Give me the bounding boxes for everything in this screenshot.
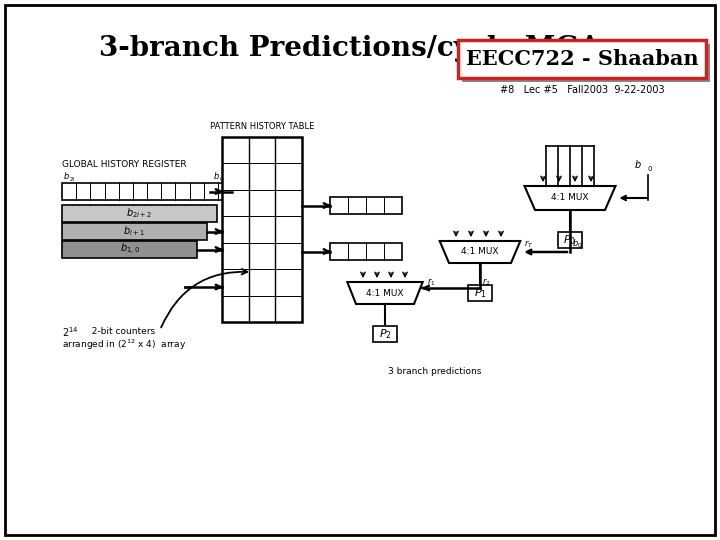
Text: 3 branch predictions: 3 branch predictions (388, 368, 482, 376)
Text: 4:1 MUX: 4:1 MUX (552, 193, 589, 202)
Text: $b_{1,0}$: $b_{1,0}$ (120, 242, 140, 257)
Polygon shape (347, 282, 423, 304)
Polygon shape (524, 186, 616, 210)
Text: $b_{i+1}$: $b_{i+1}$ (123, 225, 145, 238)
Text: $P_2$: $P_2$ (379, 327, 392, 341)
Bar (330, 243, 402, 260)
Text: $b_{2i+2}$: $b_{2i+2}$ (126, 207, 153, 220)
Text: b: b (635, 160, 642, 170)
Text: $2^{14}$: $2^{14}$ (62, 325, 78, 339)
Bar (330, 197, 402, 214)
Bar (62, 223, 207, 240)
Text: GLOBAL HISTORY REGISTER: GLOBAL HISTORY REGISTER (62, 160, 186, 169)
Bar (373, 326, 397, 342)
Text: arranged in ($2^{12}$ x 4)  array: arranged in ($2^{12}$ x 4) array (62, 338, 186, 352)
Bar (458, 40, 706, 78)
Text: $P_1$: $P_1$ (474, 286, 487, 300)
Polygon shape (440, 241, 521, 263)
Text: $P_0$: $P_0$ (564, 233, 577, 247)
Text: 4:1 MUX: 4:1 MUX (462, 247, 499, 256)
Text: b: b (64, 172, 69, 181)
Text: PATTERN HISTORY TABLE: PATTERN HISTORY TABLE (210, 122, 314, 131)
Text: $r_T$: $r_T$ (524, 239, 534, 251)
Text: b: b (214, 172, 220, 181)
Bar (62, 205, 217, 222)
Text: 2i: 2i (70, 177, 75, 182)
Text: 4:1 MUX: 4:1 MUX (366, 288, 404, 298)
Bar (62, 241, 197, 258)
Text: $r_1$: $r_1$ (427, 277, 436, 288)
Bar (558, 232, 582, 248)
Text: $r_2$: $r_2$ (482, 277, 490, 288)
Bar (62, 183, 232, 200)
Text: 0: 0 (647, 166, 652, 172)
Bar (468, 285, 492, 301)
Text: 3-branch Predictions/cycle MGAg: 3-branch Predictions/cycle MGAg (99, 35, 621, 62)
Text: EECC722 - Shaaban: EECC722 - Shaaban (466, 49, 698, 69)
Bar (462, 44, 710, 82)
Text: 0: 0 (220, 177, 223, 182)
Text: $b_0$: $b_0$ (572, 238, 582, 251)
Text: 2-bit counters: 2-bit counters (86, 327, 155, 336)
Text: #8   Lec #5   Fall2003  9-22-2003: #8 Lec #5 Fall2003 9-22-2003 (500, 85, 665, 95)
Bar (222, 137, 302, 322)
